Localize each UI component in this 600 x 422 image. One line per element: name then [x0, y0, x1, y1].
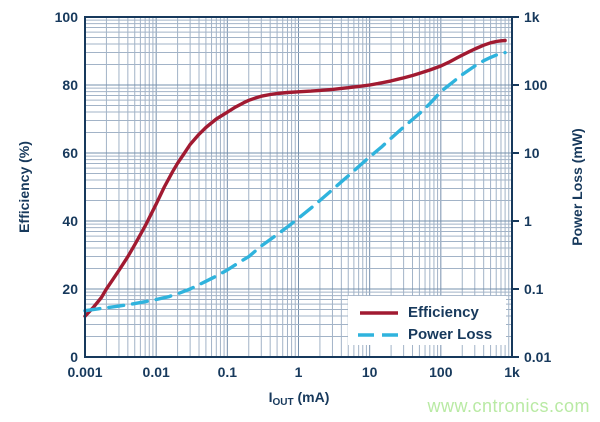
y-right-tick-label: 0.1 — [524, 281, 544, 297]
watermark-text: www.cntronics.com — [427, 396, 590, 416]
x-axis-title: IOUT (mA) — [269, 389, 330, 408]
y-right-tick-label: 0.01 — [524, 349, 552, 365]
x-axis-title-symbol: I — [268, 389, 273, 405]
x-tick-label: 10 — [361, 364, 378, 380]
y-left-tick-label: 20 — [62, 281, 78, 297]
x-tick-label: 0.01 — [142, 364, 170, 380]
y-left-tick-label: 60 — [62, 145, 78, 161]
legend-label-efficiency: Efficiency — [408, 304, 479, 321]
x-tick-label: 0.001 — [67, 364, 103, 380]
efficiency-curve — [83, 38, 507, 318]
x-tick-label: 1k — [504, 364, 520, 380]
x-tick-label: 1 — [294, 364, 303, 380]
x-axis-title-subscript: OUT — [272, 397, 294, 408]
x-tick-label: 100 — [429, 364, 453, 380]
legend-box — [348, 296, 506, 345]
legend-label-power-loss: Power Loss — [408, 326, 493, 343]
y-right-axis-title: Power Loss (mW) — [569, 128, 585, 246]
y-right-tick-label: 1k — [524, 9, 540, 25]
y-right-tick-label: 10 — [524, 145, 540, 161]
x-axis-title-unit: (mA) — [293, 389, 330, 405]
y-left-tick-label: 40 — [62, 213, 78, 229]
y-left-tick-label: 80 — [62, 77, 78, 93]
x-tick-label: 0.1 — [217, 364, 238, 380]
y-right-tick-label: 100 — [524, 77, 548, 93]
plot-border — [84, 16, 513, 358]
y-left-tick-label: 0 — [70, 349, 78, 365]
y-left-axis-title: Efficiency (%) — [16, 141, 32, 233]
power-loss-curve — [83, 50, 507, 313]
y-right-tick-label: 1 — [524, 213, 532, 229]
y-left-tick-label: 100 — [54, 9, 78, 25]
